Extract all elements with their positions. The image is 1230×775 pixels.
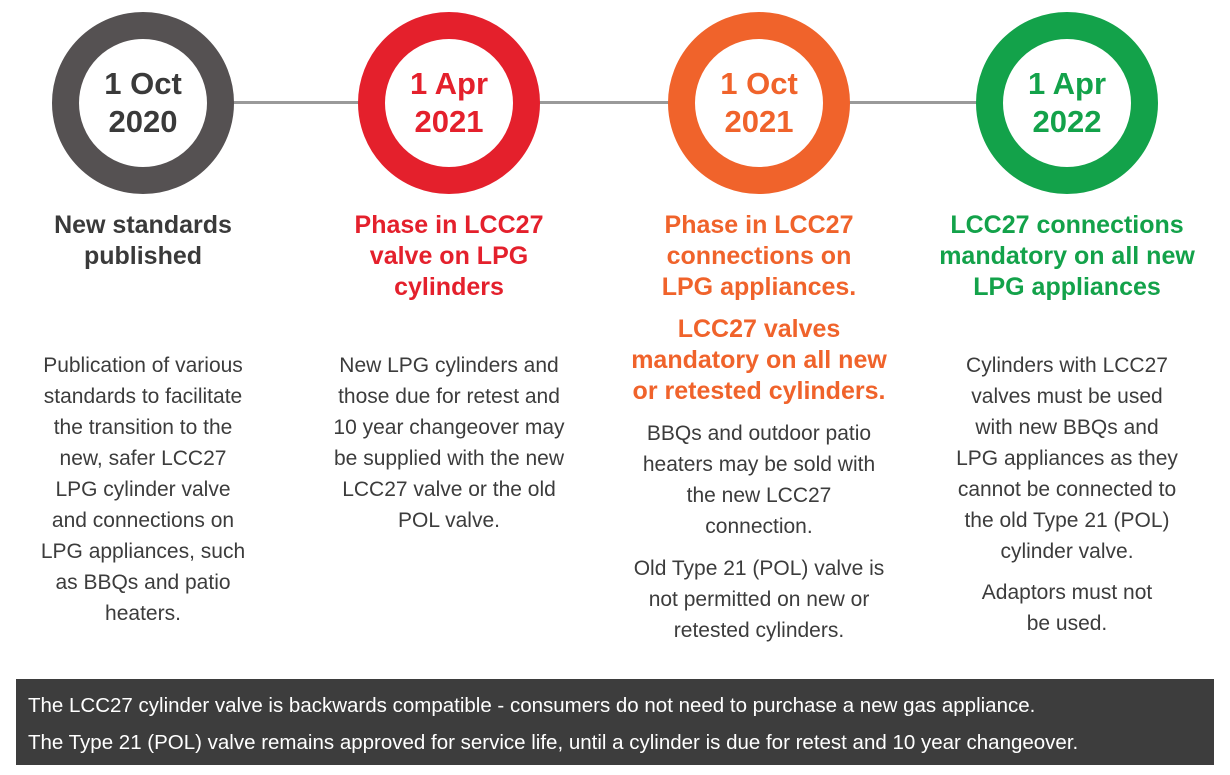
- description-line: new, safer LCC27: [59, 447, 227, 470]
- description-line: not permitted on new or: [648, 588, 870, 611]
- description-line: the new LCC27: [686, 484, 832, 507]
- description-line: LCC27 valve or the old: [342, 478, 556, 501]
- milestone-date-month: 1 Oct: [720, 66, 798, 101]
- heading-line: mandatory on all new: [939, 242, 1195, 270]
- milestone-column-2: Phase in LCC27 valve on LPG cylinders Ne…: [314, 210, 584, 536]
- heading-line: Phase in LCC27: [664, 211, 854, 239]
- milestone-description: Cylinders with LCC27 valves must be used…: [932, 350, 1202, 567]
- milestone-column-3: Phase in LCC27 connections on LPG applia…: [624, 210, 894, 646]
- description-line: Cylinders with LCC27: [966, 354, 1168, 377]
- description-line: as BBQs and patio: [55, 571, 231, 594]
- milestone-ring-2022-apr: 1 Apr 2022: [976, 12, 1158, 194]
- milestone-date-month: 1 Oct: [104, 66, 182, 101]
- description-line: LPG appliances as they: [956, 447, 1178, 470]
- milestone-date-year: 2022: [1032, 104, 1102, 139]
- milestone-heading: New standards published: [8, 210, 278, 272]
- milestone-description: Adaptors must not be used.: [932, 577, 1202, 639]
- description-line: LPG cylinder valve: [55, 478, 231, 501]
- milestone-description: Publication of various standards to faci…: [8, 350, 278, 629]
- heading-line: LCC27 connections: [950, 211, 1184, 239]
- banner-line-2: The Type 21 (POL) valve remains approved…: [28, 731, 1079, 754]
- description-line: Old Type 21 (POL) valve is: [633, 557, 885, 580]
- description-line: be used.: [1026, 612, 1108, 635]
- heading-line: or retested cylinders.: [632, 377, 886, 405]
- milestone-date-year: 2021: [414, 104, 484, 139]
- timeline-connector-3: [848, 101, 980, 104]
- milestone-date-month: 1 Apr: [409, 66, 489, 101]
- milestone-subheading: LCC27 valves mandatory on all new or ret…: [624, 314, 894, 407]
- heading-line: valve on LPG: [369, 242, 529, 270]
- description-line: heaters.: [105, 602, 181, 625]
- description-line: the transition to the: [53, 416, 233, 439]
- heading-line: LPG appliances: [973, 273, 1161, 301]
- heading-line: Phase in LCC27: [354, 211, 544, 239]
- description-line: LPG appliances, such: [40, 540, 246, 563]
- milestone-description: BBQs and outdoor patio heaters may be so…: [624, 418, 894, 542]
- heading-line: cylinders: [394, 273, 504, 301]
- description-line: retested cylinders.: [673, 619, 845, 642]
- description-line: be supplied with the new: [334, 447, 564, 470]
- description-line: Adaptors must not: [981, 581, 1153, 604]
- heading-line: connections on: [666, 242, 852, 270]
- description-line: with new BBQs and: [975, 416, 1159, 439]
- milestone-heading: Phase in LCC27 connections on LPG applia…: [624, 210, 894, 303]
- description-line: POL valve.: [398, 509, 500, 532]
- description-line: valves must be used: [971, 385, 1163, 408]
- milestone-date-year: 2020: [108, 104, 178, 139]
- banner-line-1: The LCC27 cylinder valve is backwards co…: [28, 694, 1036, 717]
- milestone-column-1: New standards published Publication of v…: [8, 210, 278, 629]
- timeline-connector-1: [230, 101, 362, 104]
- milestone-ring-2020-oct: 1 Oct 2020: [52, 12, 234, 194]
- description-line: 10 year changeover may: [333, 416, 565, 439]
- description-line: cylinder valve.: [1000, 540, 1134, 563]
- description-line: Publication of various: [43, 354, 243, 377]
- compatibility-banner: The LCC27 cylinder valve is backwards co…: [16, 679, 1214, 765]
- milestone-column-4: LCC27 connections mandatory on all new L…: [932, 210, 1202, 639]
- description-line: connection.: [705, 515, 813, 538]
- milestone-description: Old Type 21 (POL) valve is not permitted…: [624, 553, 894, 646]
- milestone-ring-2021-apr: 1 Apr 2021: [358, 12, 540, 194]
- heading-line: published: [83, 242, 203, 270]
- heading-line: New standards: [54, 211, 232, 239]
- heading-line: LPG appliances.: [661, 273, 857, 301]
- description-line: cannot be connected to: [957, 478, 1177, 501]
- milestone-ring-2021-oct: 1 Oct 2021: [668, 12, 850, 194]
- description-line: BBQs and outdoor patio: [646, 422, 872, 445]
- milestone-date-year: 2021: [724, 104, 794, 139]
- description-line: heaters may be sold with: [642, 453, 876, 476]
- milestone-heading: LCC27 connections mandatory on all new L…: [932, 210, 1202, 303]
- heading-line: LCC27 valves: [677, 315, 841, 343]
- description-line: those due for retest and: [338, 385, 560, 408]
- milestone-description: New LPG cylinders and those due for rete…: [314, 350, 584, 536]
- milestone-date-month: 1 Apr: [1027, 66, 1107, 101]
- description-line: standards to facilitate: [43, 385, 243, 408]
- timeline-connector-2: [538, 101, 672, 104]
- description-line: and connections on: [51, 509, 235, 532]
- heading-line: mandatory on all new: [631, 346, 887, 374]
- description-line: the old Type 21 (POL): [964, 509, 1170, 532]
- description-line: New LPG cylinders and: [339, 354, 559, 377]
- milestone-heading: Phase in LCC27 valve on LPG cylinders: [314, 210, 584, 303]
